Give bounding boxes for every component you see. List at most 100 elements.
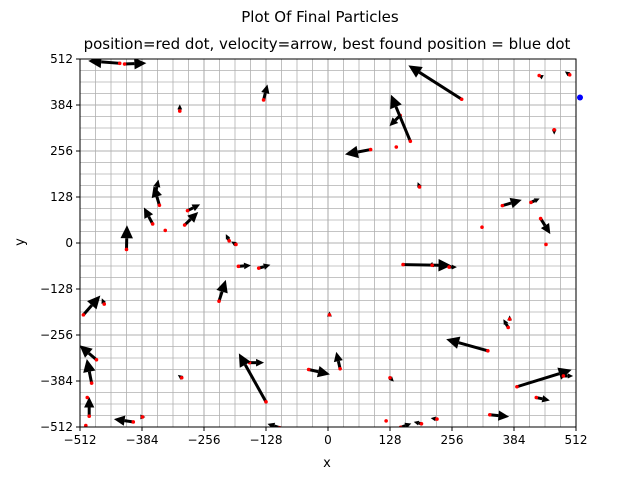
particle — [544, 242, 548, 247]
position-dot — [84, 423, 88, 427]
particle — [561, 373, 574, 379]
velocity-arrow-head — [430, 416, 436, 422]
position-dot — [506, 325, 510, 330]
velocity-arrow-head — [344, 145, 359, 159]
position-dot — [256, 266, 261, 270]
velocity-arrow-shaft — [418, 71, 463, 101]
velocity-arrow-head — [564, 71, 571, 77]
x-tick-label: 512 — [565, 433, 588, 447]
particle — [564, 71, 572, 77]
position-dot — [89, 381, 94, 385]
position-dot — [85, 395, 90, 400]
velocity-arrow-head — [540, 222, 551, 235]
position-dot — [261, 98, 266, 102]
position-dot — [500, 203, 505, 208]
particle — [140, 414, 146, 420]
position-dot — [384, 419, 388, 423]
y-tick-label: −128 — [40, 282, 73, 296]
particle — [84, 423, 88, 427]
y-tick-label: 512 — [50, 52, 73, 66]
velocity-arrow-shaft — [357, 148, 371, 154]
position-dot — [394, 145, 399, 149]
velocity-arrow-head — [84, 396, 95, 408]
velocity-arrow-head — [231, 241, 237, 247]
particles-layer — [80, 59, 574, 427]
particle — [447, 264, 457, 270]
particle — [80, 345, 99, 362]
position-dot — [534, 395, 539, 400]
x-tick-label: 128 — [379, 433, 402, 447]
velocity-arrow-head — [316, 366, 330, 378]
particle — [430, 416, 439, 422]
particle — [216, 279, 228, 304]
particle — [231, 241, 238, 247]
particle — [225, 234, 231, 243]
velocity-arrow-shaft — [400, 424, 406, 427]
position-dot — [368, 147, 373, 152]
particle — [256, 263, 271, 270]
position-dot — [401, 262, 405, 267]
velocity-arrow-shaft — [87, 371, 94, 384]
particle — [394, 145, 399, 149]
velocity-arrow-head — [134, 59, 147, 70]
particle — [177, 104, 183, 113]
position-dot — [388, 375, 392, 380]
position-dot — [236, 264, 241, 269]
position-dot — [507, 317, 512, 321]
x-axis-label: x — [323, 456, 331, 471]
position-dot — [480, 225, 484, 229]
particle — [515, 367, 572, 389]
position-dot — [227, 239, 231, 243]
velocity-arrow-head — [88, 59, 102, 69]
velocity-arrow-head — [261, 84, 270, 95]
particle — [88, 59, 122, 69]
particle — [529, 198, 540, 205]
position-dot — [538, 216, 543, 221]
velocity-arrow-head — [120, 225, 133, 239]
velocity-arrow-head — [238, 353, 251, 368]
y-tick-label: 128 — [50, 190, 73, 204]
velocity-arrow-head — [83, 358, 96, 373]
particle — [344, 145, 373, 159]
y-tick-label: 384 — [50, 98, 73, 112]
velocity-arrow-head — [225, 234, 231, 240]
position-dot — [487, 412, 492, 417]
x-tick-label: −128 — [250, 433, 283, 447]
position-dot — [417, 185, 422, 189]
x-tick-label: −256 — [188, 433, 221, 447]
particle — [261, 84, 270, 102]
particle — [85, 395, 90, 400]
position-dot — [117, 61, 122, 66]
position-dot — [87, 414, 92, 419]
position-dot — [264, 400, 268, 404]
x-tick-label: 0 — [324, 433, 332, 447]
velocity-arrow-head — [113, 415, 126, 426]
position-dot — [408, 139, 413, 144]
velocity-arrow-head — [567, 373, 574, 379]
velocity-arrow-head — [153, 179, 161, 188]
velocity-arrow-shaft — [101, 60, 120, 65]
position-dot — [552, 127, 557, 132]
position-dot — [561, 374, 566, 378]
velocity-arrow-head — [143, 207, 154, 219]
velocity-arrow-head — [267, 422, 276, 427]
position-dot — [435, 417, 439, 421]
particle — [538, 216, 551, 235]
position-dot — [124, 247, 129, 252]
velocity-arrow-head — [80, 345, 93, 358]
position-dot — [447, 265, 451, 269]
position-dot — [327, 313, 332, 317]
y-tick-label: 256 — [50, 144, 73, 158]
particle — [101, 298, 107, 306]
position-dot — [419, 421, 424, 426]
position-dot — [157, 203, 162, 208]
velocity-arrow-head — [216, 279, 228, 294]
particle — [551, 127, 557, 135]
particle — [238, 353, 268, 404]
velocity-arrow-head — [333, 351, 343, 363]
particle — [236, 262, 251, 270]
particle — [534, 395, 550, 403]
position-dot — [234, 242, 238, 247]
